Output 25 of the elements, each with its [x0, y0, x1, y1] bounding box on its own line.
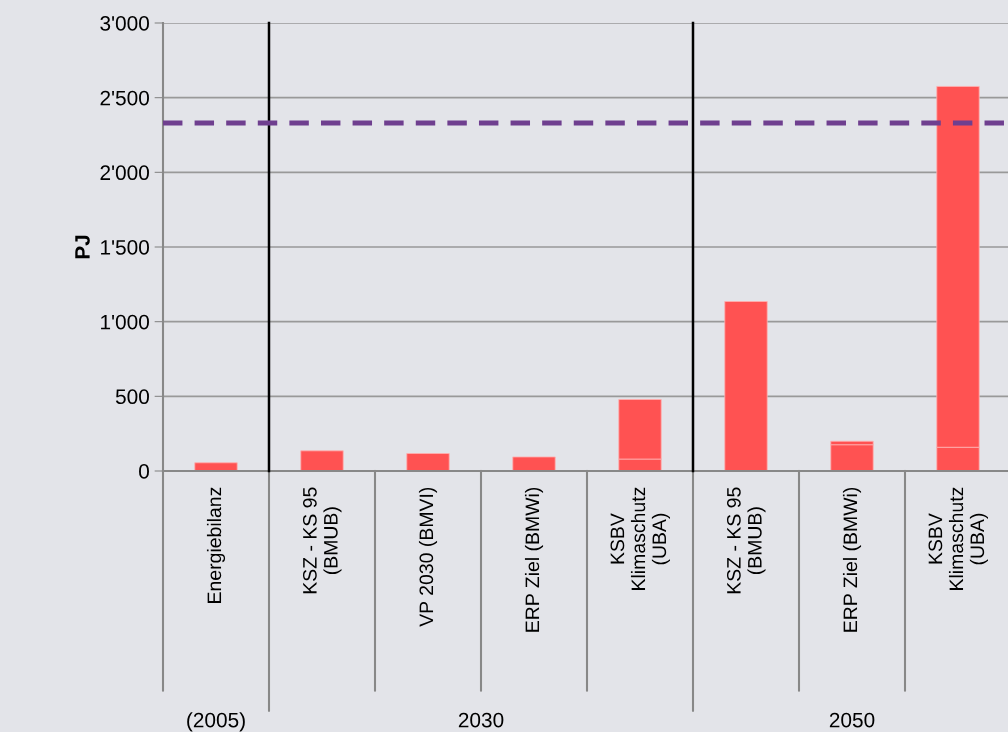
y-tick-label: 2'500	[100, 90, 149, 106]
text: (2005)	[187, 712, 245, 732]
y-tick-label: 500	[115, 389, 149, 405]
bar	[512, 456, 556, 471]
x-tick-label: KSBV Klimaschutz (UBA)	[610, 487, 670, 590]
x-tick-label: VP 2030 (BMVI)	[418, 487, 438, 627]
x-tick-label: KSZ - KS 95 (BMUB)	[302, 487, 342, 594]
y-tick-label: 1'500	[101, 240, 149, 255]
x-tick-label: ERP Ziel (BMWi)	[524, 487, 544, 632]
y-tick-label: 1'000	[101, 314, 149, 330]
bar	[194, 462, 238, 471]
bar	[300, 450, 344, 471]
x-tick-label: ERP Ziel (BMWi)	[842, 487, 862, 632]
x-tick-label: KSZ - KS 95 (BMUB)	[726, 487, 766, 594]
y-tick-label: 2'000	[100, 165, 149, 181]
y-tick-label: 3'000	[100, 16, 149, 31]
bar	[406, 453, 450, 471]
text: 2050	[829, 712, 875, 728]
y-axis-title: PJ	[75, 235, 90, 259]
bar	[830, 444, 874, 471]
text: 2030	[458, 712, 504, 728]
x-tick-label: Energiebilanz	[206, 487, 226, 603]
bar	[724, 301, 768, 471]
y-tick-label: 0	[139, 464, 149, 479]
x-tick-label: KSBV Klimaschutz (UBA)	[928, 487, 988, 590]
